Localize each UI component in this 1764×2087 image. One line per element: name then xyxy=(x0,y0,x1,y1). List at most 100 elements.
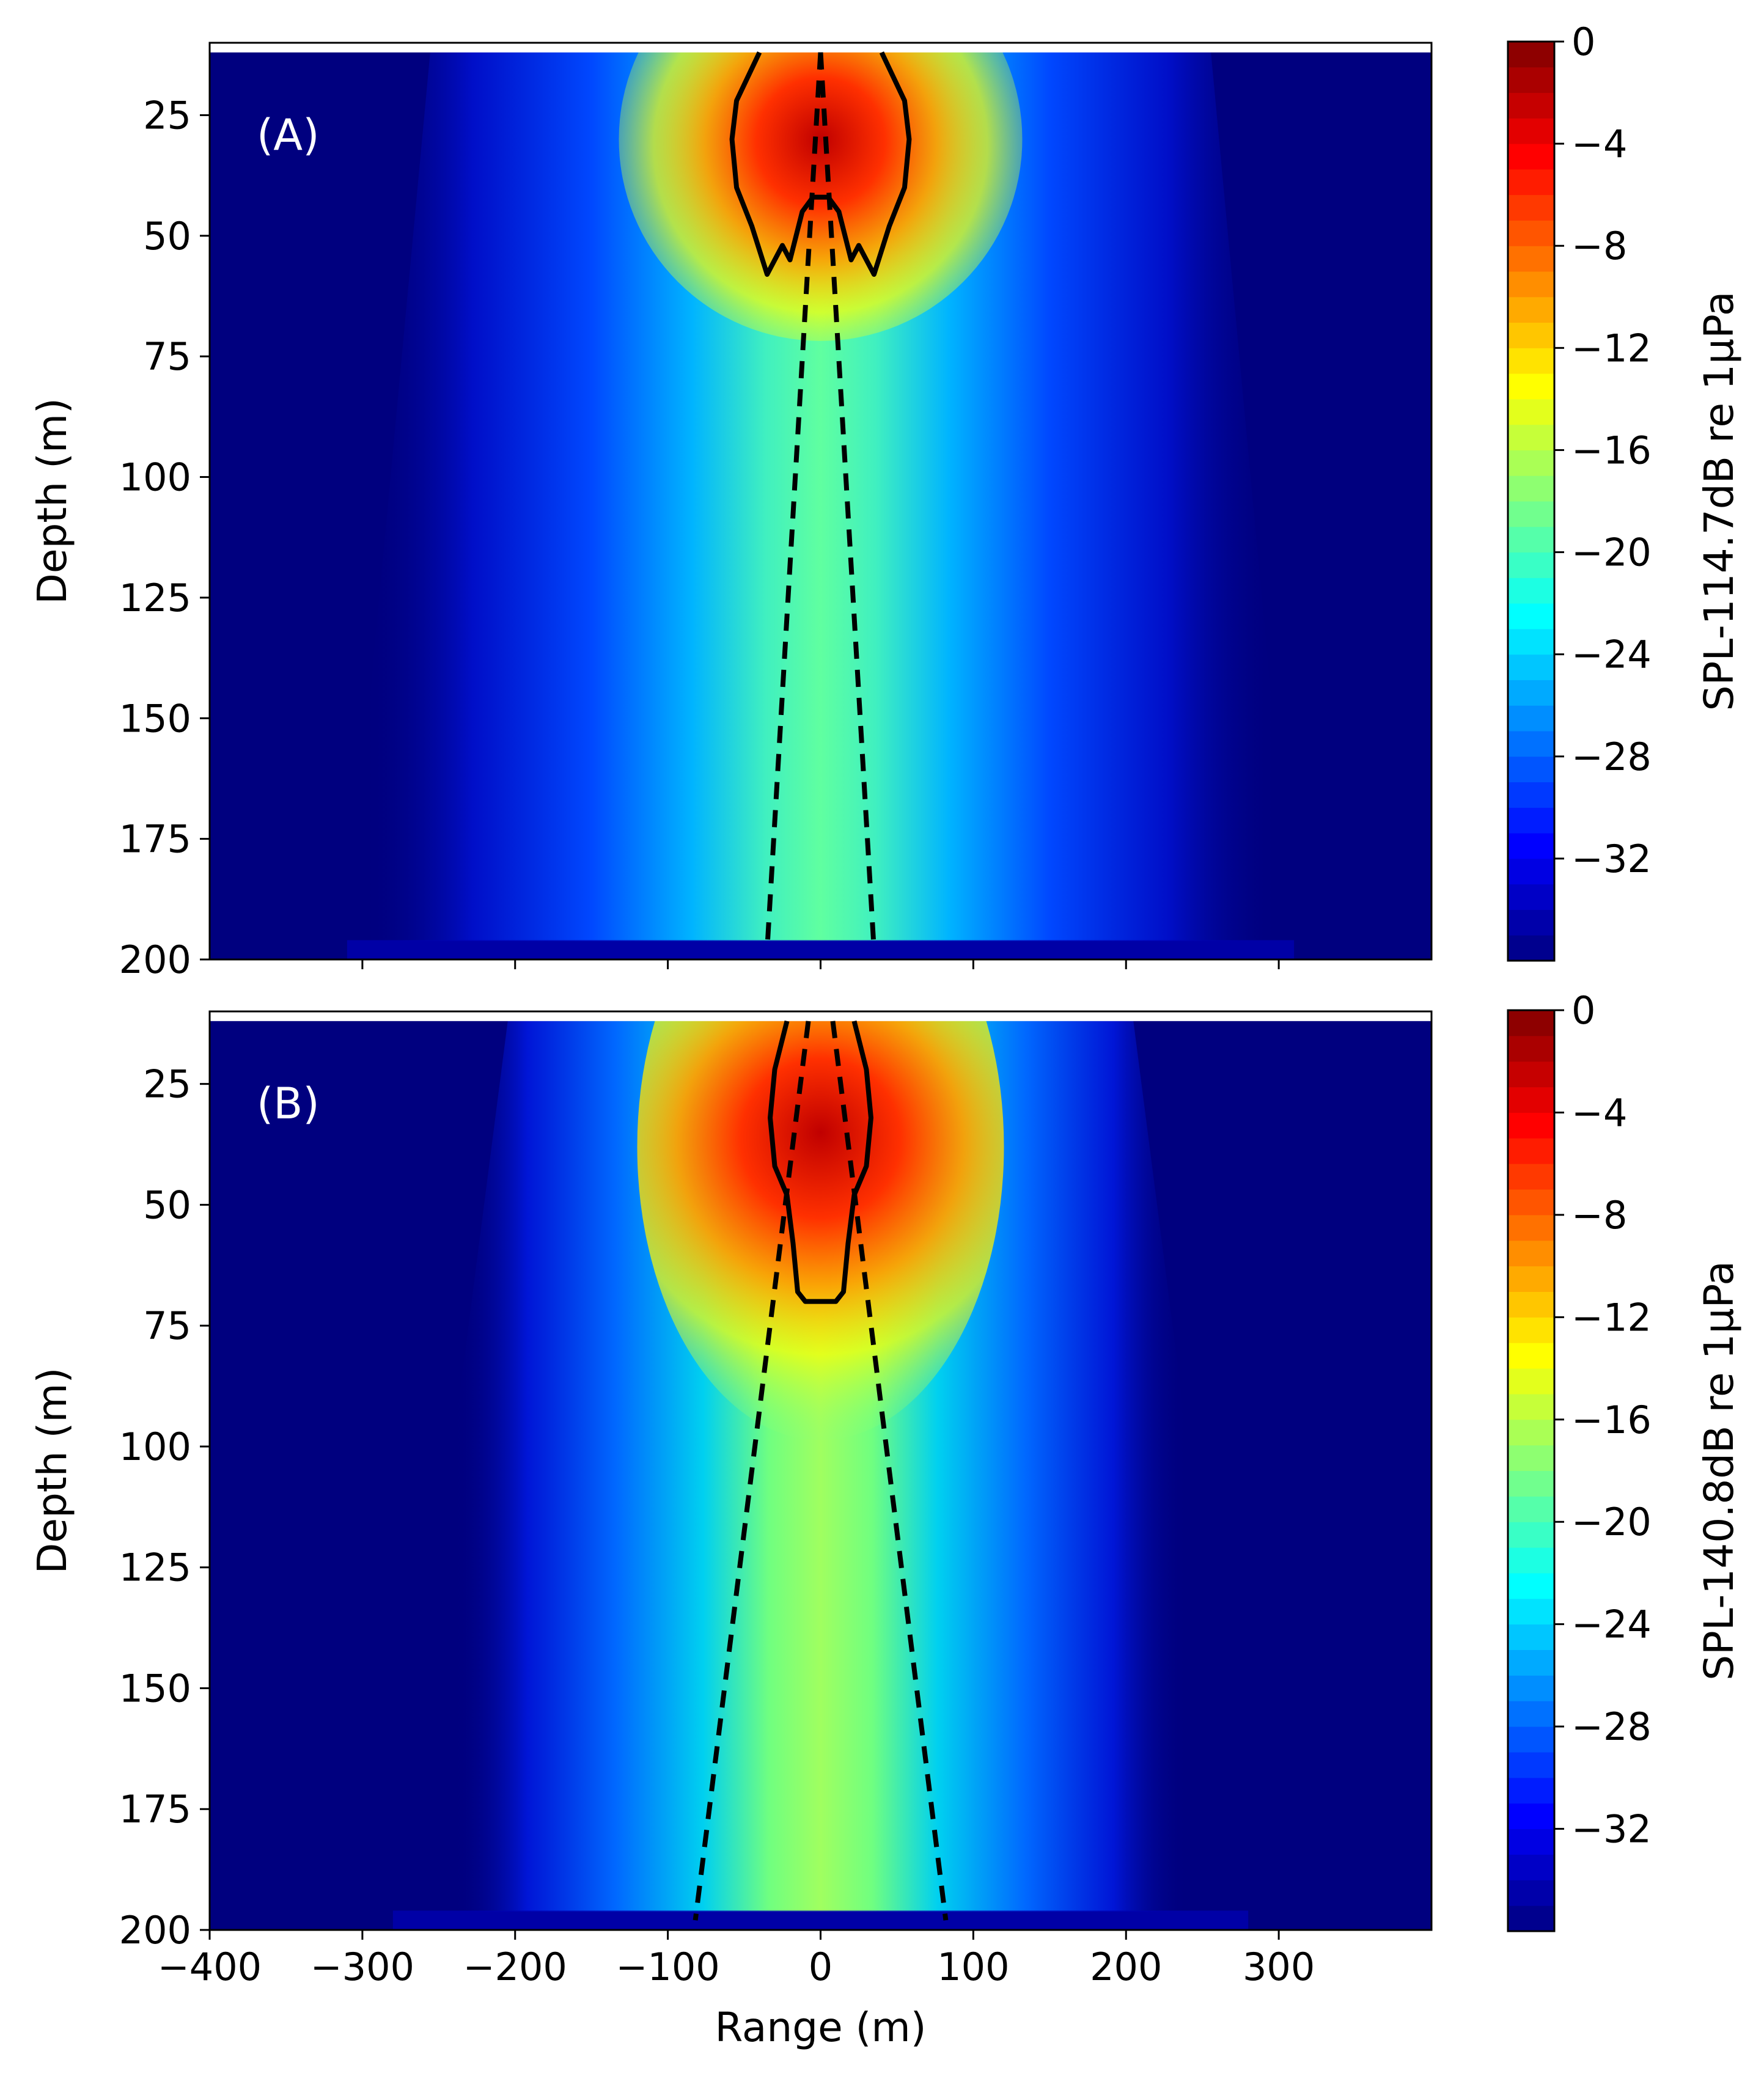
colorbar-band xyxy=(1508,1624,1554,1651)
colorbar-band xyxy=(1508,92,1554,119)
colorbar-band xyxy=(1508,322,1554,348)
beam-field xyxy=(347,43,1295,941)
colorbar-band xyxy=(1508,1164,1554,1190)
contour-line xyxy=(768,1020,873,1304)
colorbar-band xyxy=(1508,1393,1554,1420)
colorbar-band xyxy=(1508,1572,1554,1599)
colorbar-band xyxy=(1508,373,1554,400)
colorbar-band xyxy=(1508,1112,1554,1139)
colorbar-band xyxy=(1508,348,1554,374)
surface-gap xyxy=(210,1011,1431,1021)
y-tick-label: 100 xyxy=(119,1425,191,1469)
colorbar-tick-label: −4 xyxy=(1571,1090,1627,1135)
colorbar-tick-label: −8 xyxy=(1571,224,1627,268)
y-axis-label: Depth (m) xyxy=(29,398,76,604)
colorbar-tick-label: −12 xyxy=(1571,1295,1652,1340)
colorbar-band xyxy=(1508,1189,1554,1216)
colorbar-band xyxy=(1508,424,1554,450)
colorbar-band xyxy=(1508,450,1554,476)
beam-edge-dashed-line xyxy=(765,52,823,950)
colorbar-band xyxy=(1508,220,1554,246)
y-tick-label: 150 xyxy=(119,1666,191,1711)
colorbar-tick-label: 0 xyxy=(1571,20,1595,64)
colorbar-band xyxy=(1508,1214,1554,1241)
colorbar-band xyxy=(1508,1598,1554,1625)
colorbar-band xyxy=(1508,1419,1554,1446)
y-tick-label: 200 xyxy=(119,1908,191,1953)
x-tick-label: −300 xyxy=(311,1945,414,1989)
beam-edge-dashed-line xyxy=(818,52,876,950)
x-axis-label: Range (m) xyxy=(715,2004,927,2051)
colorbar-tick-label: −4 xyxy=(1571,122,1627,166)
colorbar-band xyxy=(1508,1649,1554,1676)
x-tick-label: −100 xyxy=(616,1945,719,1989)
colorbar-band xyxy=(1508,1010,1554,1036)
colorbar-band xyxy=(1508,1317,1554,1343)
y-tick-label: 50 xyxy=(143,1183,191,1227)
colorbar-band xyxy=(1508,1828,1554,1855)
colorbar-band xyxy=(1508,246,1554,272)
colorbar-band xyxy=(1508,782,1554,808)
heatmap-field xyxy=(210,1011,1431,1930)
colorbar-band xyxy=(1508,1701,1554,1727)
colorbar-band xyxy=(1508,1035,1554,1062)
colorbar-band xyxy=(1508,1291,1554,1318)
colorbar-band xyxy=(1508,578,1554,604)
y-axis-label: Depth (m) xyxy=(29,1368,76,1574)
x-tick-label: 100 xyxy=(937,1945,1009,1989)
colorbar-tick-label: −16 xyxy=(1571,428,1652,472)
colorbar-band xyxy=(1508,118,1554,144)
colorbar-tick-label: −8 xyxy=(1571,1193,1627,1238)
panel-label: (A) xyxy=(257,110,320,160)
colorbar-band xyxy=(1508,756,1554,783)
colorbar-band xyxy=(1508,1675,1554,1701)
colorbar-band xyxy=(1508,1087,1554,1113)
surface-gap xyxy=(210,43,1431,53)
colorbar-band xyxy=(1508,807,1554,834)
colorbar-band xyxy=(1508,398,1554,425)
y-tick-label: 200 xyxy=(119,937,191,982)
beam-edge-dashed-line xyxy=(693,1021,811,1921)
colorbar-band xyxy=(1508,705,1554,732)
colorbar-band xyxy=(1508,67,1554,94)
y-tick-label: 75 xyxy=(143,1304,191,1348)
colorbar-band xyxy=(1508,603,1554,629)
colorbar-band xyxy=(1508,1470,1554,1497)
colorbar-label: SPL-140.8dB re 1μPa xyxy=(1696,1261,1743,1681)
colorbar-tick-label: −24 xyxy=(1571,1602,1652,1647)
colorbar-band xyxy=(1508,1266,1554,1292)
colorbar-band xyxy=(1508,1368,1554,1395)
y-tick-label: 125 xyxy=(119,576,191,620)
colorbar-tick-label: 0 xyxy=(1571,988,1595,1033)
x-tick-label: 0 xyxy=(809,1945,832,1989)
colorbar-band xyxy=(1508,1522,1554,1548)
colorbar-band xyxy=(1508,144,1554,170)
surface-hotspot xyxy=(619,43,1023,341)
surface-hotspot xyxy=(637,1011,1004,1440)
x-tick-label: −200 xyxy=(463,1945,567,1989)
y-tick-label: 25 xyxy=(143,1062,191,1107)
colorbar-band xyxy=(1508,194,1554,221)
y-tick-label: 25 xyxy=(143,93,191,138)
y-tick-label: 150 xyxy=(119,696,191,741)
colorbar-band xyxy=(1508,935,1554,961)
x-tick-label: 300 xyxy=(1243,1945,1315,1989)
y-tick-label: 50 xyxy=(143,214,191,259)
beam-field xyxy=(392,1011,1249,1912)
colorbar-band xyxy=(1508,169,1554,196)
colorbar-band xyxy=(1508,628,1554,655)
y-tick-label: 100 xyxy=(119,455,191,500)
y-tick-label: 175 xyxy=(119,817,191,862)
colorbar-frame xyxy=(1507,1009,1556,1932)
colorbar-band xyxy=(1508,1343,1554,1369)
colorbar-tick-label: −28 xyxy=(1571,1704,1652,1749)
bottom-band xyxy=(347,940,1295,959)
heatmap-field xyxy=(210,43,1431,959)
colorbar-tick-label: −28 xyxy=(1571,735,1652,779)
colorbar-band xyxy=(1508,1240,1554,1267)
colorbar-band xyxy=(1508,1496,1554,1522)
colorbar-band xyxy=(1508,501,1554,527)
colorbar-band xyxy=(1508,680,1554,706)
colorbar-band xyxy=(1508,475,1554,502)
